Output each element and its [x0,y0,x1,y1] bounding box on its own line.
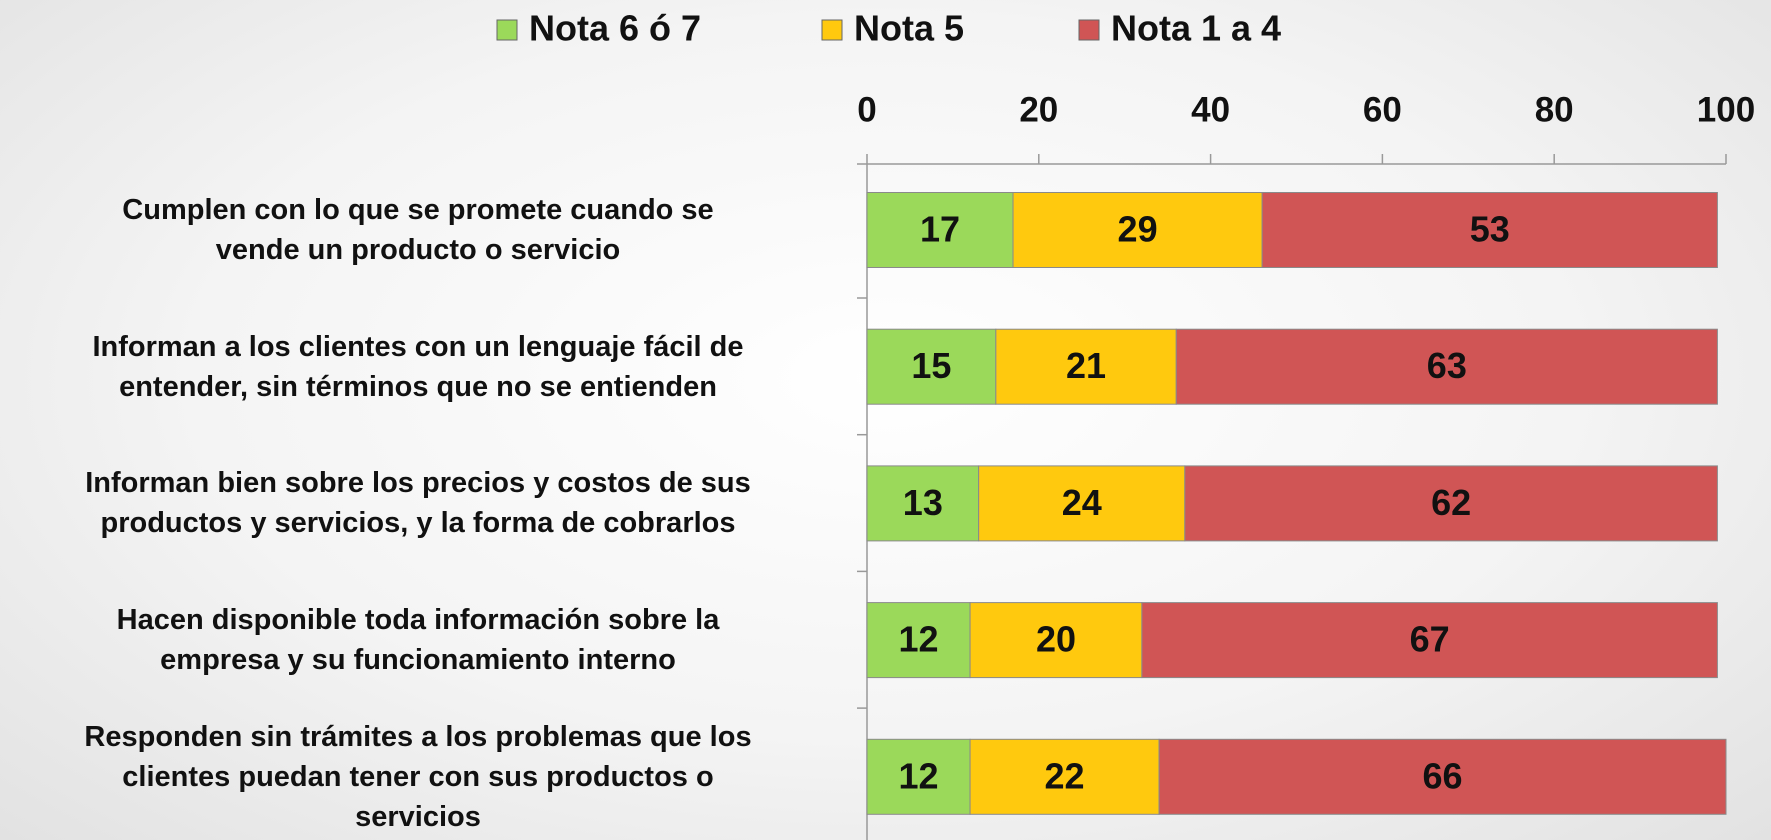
bar-segment [969,738,1160,815]
value-label: 17 [920,209,960,250]
bar-segment [866,465,980,542]
x-tick-label: 100 [1697,90,1755,129]
category-label: Hacen disponible toda información sobre … [116,604,720,677]
value-label: 63 [1427,345,1467,386]
value-label: 20 [1036,619,1076,660]
bar-segment [995,328,1177,405]
x-tick-label: 20 [1019,90,1058,129]
bar-segment [1261,192,1718,268]
legend-swatch [496,19,518,41]
value-label: 29 [1118,209,1158,250]
category-label: Informan bien sobre los precios y costos… [85,467,751,540]
value-label: 62 [1431,482,1471,523]
value-label: 21 [1066,345,1106,386]
value-label: 67 [1410,619,1450,660]
bar-segment [866,328,997,405]
legend-label: Nota 6 ó 7 [529,8,701,49]
bar-segment [866,192,1014,268]
bar-segment [1158,738,1727,815]
x-tick-label: 0 [857,90,876,129]
legend-swatch [821,19,843,41]
value-label: 24 [1062,482,1102,523]
bar-segment [1012,192,1263,268]
bar-segment [866,738,971,815]
legend-label: Nota 1 a 4 [1111,8,1281,49]
x-tick-label: 80 [1535,90,1574,129]
bar-segment [969,602,1143,679]
x-tick-label: 40 [1191,90,1230,129]
x-tick-label: 60 [1363,90,1402,129]
value-label: 12 [899,619,939,660]
category-label: Responden sin trámites a los problemas q… [84,720,752,833]
legend-label: Nota 5 [854,8,964,49]
legend-swatch [1078,19,1100,41]
value-label: 13 [903,482,943,523]
bar-segment [1175,328,1718,405]
category-label: Informan a los clientes con un lenguaje … [92,330,744,403]
value-label: 53 [1470,209,1510,250]
bar-segment [1184,465,1718,542]
value-label: 22 [1045,755,1085,796]
bar-segment [866,602,971,679]
value-label: 15 [911,345,951,386]
value-label: 66 [1423,755,1463,796]
category-label: Cumplen con lo que se promete cuando se … [122,194,714,266]
value-label: 12 [899,755,939,796]
bar-segment [1141,602,1718,679]
